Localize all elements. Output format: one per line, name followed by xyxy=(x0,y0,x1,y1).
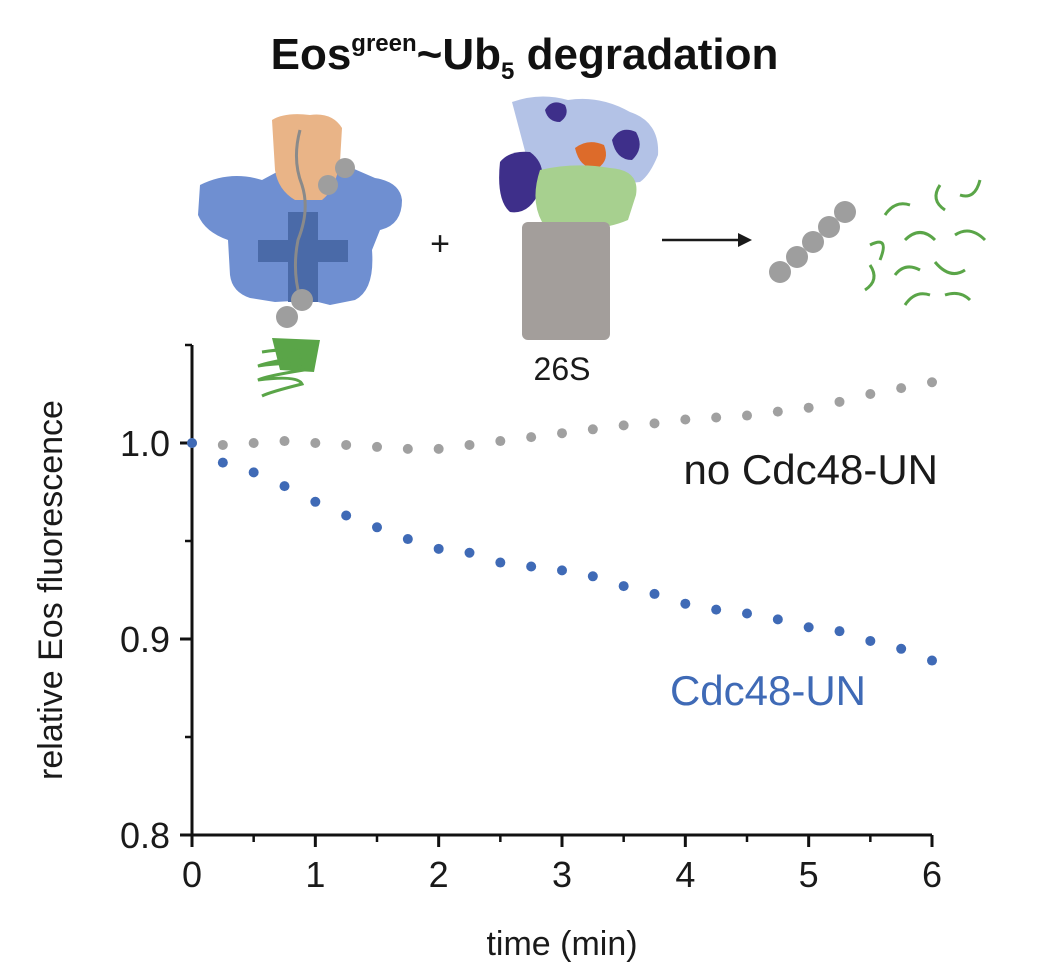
x-ticks: 0 1 2 3 4 5 6 xyxy=(182,835,942,895)
data-point-no-cdc48 xyxy=(495,436,506,447)
data-point-cdc48 xyxy=(772,614,783,625)
lid-subunit-shape xyxy=(545,102,567,122)
proteasome-base-shape xyxy=(535,165,637,228)
lid-subunit-shape xyxy=(612,129,640,160)
data-point-cdc48 xyxy=(495,557,506,568)
title-main: Eos xyxy=(270,30,352,79)
proteasome-core-shape xyxy=(522,222,610,340)
data-point-cdc48 xyxy=(310,496,321,507)
lid-subunit-shape xyxy=(499,151,543,213)
y-ticks: 0.8 0.9 1.0 xyxy=(120,343,192,856)
rpn11-shape xyxy=(575,142,606,169)
data-point-cdc48 xyxy=(587,571,598,582)
data-point-no-cdc48 xyxy=(464,439,475,450)
chart-area: 0 1 2 3 4 5 6 0.8 0.9 1.0 time (min) relative Eo… xyxy=(32,343,942,963)
ubiquitin-icon xyxy=(276,306,298,328)
ubiquitin-icon xyxy=(291,289,313,311)
data-point-cdc48 xyxy=(526,561,537,572)
data-point-no-cdc48 xyxy=(834,396,845,407)
figure-title: Eosgreen~Ub5 degradation xyxy=(0,30,1049,86)
title-middle: ~Ub xyxy=(416,30,502,79)
data-point-cdc48 xyxy=(896,643,907,654)
ubiquitin-icon xyxy=(318,175,338,195)
y-tick-label: 0.9 xyxy=(120,619,170,660)
x-tick-label: 5 xyxy=(799,854,819,895)
proteasome-lid-shape xyxy=(512,96,659,185)
reaction-arrow-icon xyxy=(662,233,752,247)
data-point-cdc48 xyxy=(372,522,382,533)
cdc48-channel-band xyxy=(258,240,348,262)
data-point-cdc48 xyxy=(618,581,629,592)
x-tick-label: 3 xyxy=(552,854,572,895)
data-point-cdc48 xyxy=(279,481,290,492)
title-end: degradation xyxy=(514,30,779,79)
peptide-fragments-icon xyxy=(864,179,987,306)
data-point-no-cdc48 xyxy=(217,439,228,450)
data-point-no-cdc48 xyxy=(649,418,660,429)
data-point-cdc48 xyxy=(834,626,845,637)
series-points xyxy=(187,377,937,666)
x-tick-label: 4 xyxy=(675,854,695,895)
data-point-no-cdc48 xyxy=(341,439,352,450)
data-point-no-cdc48 xyxy=(618,420,629,431)
data-point-cdc48 xyxy=(248,467,259,478)
eos-barrel-shape xyxy=(272,338,320,372)
series-label-no-cdc48: no Cdc48-UN xyxy=(684,446,938,493)
data-point-no-cdc48 xyxy=(372,441,382,452)
title-superscript: green xyxy=(351,30,417,57)
title-subscript: 5 xyxy=(501,58,515,85)
data-point-no-cdc48 xyxy=(680,414,691,425)
data-point-no-cdc48 xyxy=(433,443,444,454)
data-point-cdc48 xyxy=(927,655,937,666)
data-point-no-cdc48 xyxy=(557,428,567,439)
data-point-cdc48 xyxy=(433,543,444,554)
y-axis-label: relative Eos fluorescence xyxy=(32,400,70,780)
data-point-cdc48 xyxy=(742,608,752,619)
substrate-thread xyxy=(293,129,307,299)
proteasome-26s-icon xyxy=(499,96,659,340)
data-point-cdc48 xyxy=(803,622,814,633)
data-point-cdc48 xyxy=(402,534,413,545)
data-point-no-cdc48 xyxy=(742,410,752,421)
data-point-no-cdc48 xyxy=(587,424,598,435)
data-point-no-cdc48 xyxy=(772,406,783,417)
data-point-cdc48 xyxy=(680,598,691,609)
x-axis-label: time (min) xyxy=(486,925,637,963)
x-tick-label: 1 xyxy=(305,854,325,895)
data-point-no-cdc48 xyxy=(248,438,259,448)
data-point-no-cdc48 xyxy=(896,383,907,394)
data-point-cdc48 xyxy=(341,510,352,521)
data-point-cdc48 xyxy=(217,457,228,468)
data-point-no-cdc48 xyxy=(711,412,722,423)
data-point-cdc48 xyxy=(464,547,475,558)
released-ubiquitin-chain-icon xyxy=(769,201,856,283)
series-group xyxy=(187,377,937,454)
data-point-no-cdc48 xyxy=(927,377,937,388)
data-point-no-cdc48 xyxy=(310,438,321,448)
data-point-cdc48 xyxy=(649,588,660,599)
y-tick-label: 0.8 xyxy=(120,815,170,856)
x-tick-label: 0 xyxy=(182,854,202,895)
data-point-cdc48 xyxy=(187,438,197,448)
data-point-no-cdc48 xyxy=(402,443,413,454)
eos-barrel-icon xyxy=(257,338,320,398)
data-point-cdc48 xyxy=(557,565,567,576)
y-tick-label: 1.0 xyxy=(120,423,170,464)
ubiquitin-icon xyxy=(335,158,355,178)
series-group xyxy=(187,438,937,666)
data-point-no-cdc48 xyxy=(279,436,290,447)
x-tick-label: 2 xyxy=(429,854,449,895)
data-point-no-cdc48 xyxy=(865,389,876,399)
proteasome-label: 26S xyxy=(534,351,591,387)
eos-unfolded-strand xyxy=(257,348,309,398)
data-point-cdc48 xyxy=(865,635,876,646)
cdc48-complex-icon xyxy=(198,114,402,398)
data-point-no-cdc48 xyxy=(526,432,537,443)
data-point-cdc48 xyxy=(711,604,722,615)
x-tick-label: 6 xyxy=(922,854,942,895)
series-label-cdc48: Cdc48-UN xyxy=(670,667,866,714)
data-point-no-cdc48 xyxy=(803,402,814,413)
plus-sign: + xyxy=(430,225,450,263)
